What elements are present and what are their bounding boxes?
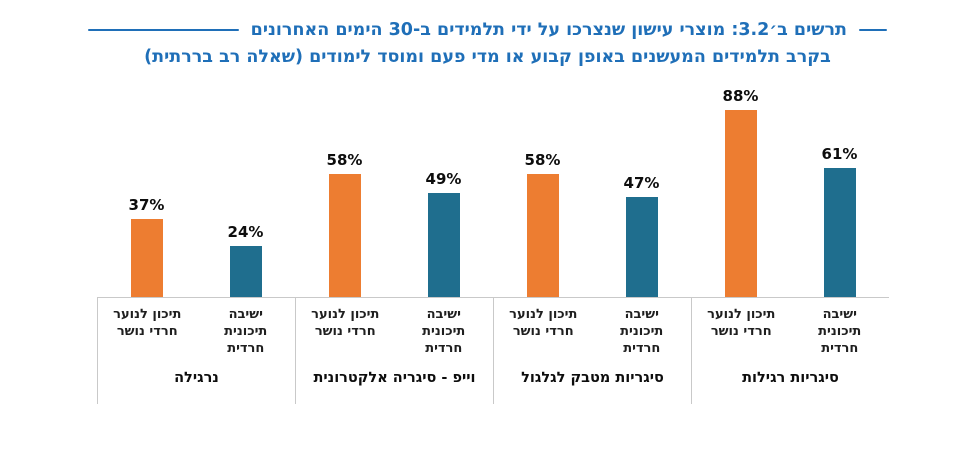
bar-cell: 47% bbox=[592, 174, 691, 297]
chart-group: 37% 24% תיכון לנוער חרדי נושר ישיבה תיכונית… bbox=[97, 86, 295, 404]
chart-group: 58% 47% תיכון לנוער חרדי נושר ישיבה תיכונית… bbox=[493, 86, 691, 404]
labels-area: תיכון לנוער חרדי נושר ישיבה תיכונית חרדית… bbox=[295, 298, 493, 404]
bar-value-label: 47% bbox=[623, 174, 660, 193]
bar-value-label: 37% bbox=[128, 195, 165, 214]
labels-area: תיכון לנוער חרדי נושר ישיבה תיכונית חרדית… bbox=[97, 298, 295, 404]
series-label: תיכון לנוער חרדי נושר bbox=[707, 307, 776, 339]
bar bbox=[229, 246, 262, 297]
bar-cell: 49% bbox=[394, 170, 493, 297]
series-labels-row: תיכון לנוער חרדי נושר ישיבה תיכונית חרדית bbox=[98, 298, 295, 358]
bar-cell: 37% bbox=[97, 196, 196, 297]
bar-cell: 88% bbox=[691, 87, 790, 297]
category-label: וייפ - סיגריה אלקטרונית bbox=[313, 369, 476, 386]
bar-cell: 58% bbox=[493, 151, 592, 297]
bar-value-label: 24% bbox=[227, 223, 264, 242]
series-label: ישיבה תיכונית חרדית bbox=[224, 307, 268, 356]
category-label: נרגילה bbox=[174, 369, 219, 386]
series-label: ישיבה תיכונית חרדית bbox=[620, 307, 664, 356]
bar-cell: 61% bbox=[790, 145, 889, 297]
series-labels-row: תיכון לנוער חרדי נושר ישיבה תיכונית חרדית bbox=[494, 298, 691, 358]
chart-group: 88% 61% תיכון לנוער חרדי נושר ישיבה תיכונית… bbox=[691, 86, 889, 404]
series-label: ישיבה תיכונית חרדית bbox=[818, 307, 862, 356]
bar bbox=[625, 197, 658, 297]
chart-title-row: תרשים ב׳3.2: מוצרי עישון שנצרכו על ידי ת… bbox=[88, 20, 887, 40]
labels-area: תיכון לנוער חרדי נושר ישיבה תיכונית חרדית… bbox=[493, 298, 691, 404]
bars-row: 37% 24% bbox=[97, 86, 295, 298]
title-rule-right bbox=[859, 28, 887, 32]
bar-value-label: 58% bbox=[524, 151, 561, 170]
chart-title-block: תרשים ב׳3.2: מוצרי עישון שנצרכו על ידי ת… bbox=[88, 20, 887, 67]
series-label: תיכון לנוער חרדי נושר bbox=[113, 307, 182, 339]
bar bbox=[724, 110, 757, 297]
series-label: ישיבה תיכונית חרדית bbox=[422, 307, 466, 356]
category-label: סיגריות מטבק לגלגול bbox=[521, 369, 664, 386]
title-rule-left bbox=[88, 28, 239, 32]
bar bbox=[328, 174, 361, 297]
series-label: תיכון לנוער חרדי נושר bbox=[509, 307, 578, 339]
bar-value-label: 88% bbox=[722, 87, 759, 106]
bars-row: 58% 49% bbox=[295, 86, 493, 298]
bars-row: 88% 61% bbox=[691, 86, 889, 298]
bar bbox=[526, 174, 559, 297]
chart-title-line1: תרשים ב׳3.2: מוצרי עישון שנצרכו על ידי ת… bbox=[250, 20, 847, 40]
bar-cell: 58% bbox=[295, 151, 394, 297]
series-label: תיכון לנוער חרדי נושר bbox=[311, 307, 380, 339]
bar bbox=[823, 167, 856, 297]
bar bbox=[130, 218, 163, 297]
bar-cell: 24% bbox=[196, 223, 295, 297]
chart-group: 58% 49% תיכון לנוער חרדי נושר ישיבה תיכונית… bbox=[295, 86, 493, 404]
series-labels-row: תיכון לנוער חרדי נושר ישיבה תיכונית חרדית bbox=[692, 298, 889, 358]
bar-value-label: 61% bbox=[821, 144, 858, 163]
series-labels-row: תיכון לנוער חרדי נושר ישיבה תיכונית חרדית bbox=[296, 298, 493, 358]
bar-value-label: 58% bbox=[326, 151, 363, 170]
category-label: סיגריות רגילות bbox=[742, 369, 839, 386]
bars-row: 58% 47% bbox=[493, 86, 691, 298]
labels-area: תיכון לנוער חרדי נושר ישיבה תיכונית חרדית… bbox=[691, 298, 889, 404]
chart-title-line2: בקרב תלמידים המעשנים באופן קבוע או מדי פ… bbox=[144, 47, 831, 67]
bar-chart: 37% 24% תיכון לנוער חרדי נושר ישיבה תיכונית… bbox=[97, 86, 889, 404]
bar bbox=[427, 193, 460, 297]
bar-value-label: 49% bbox=[425, 170, 462, 189]
